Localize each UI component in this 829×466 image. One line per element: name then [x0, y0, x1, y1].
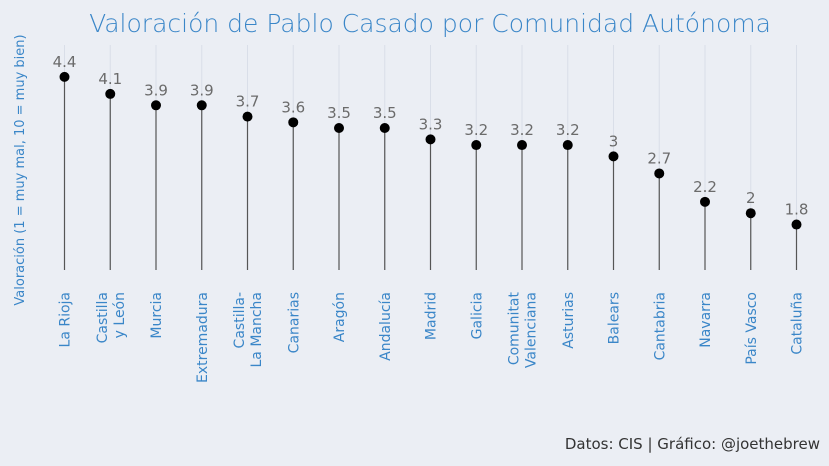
lollipop-dot	[791, 219, 802, 230]
chart-caption: Datos: CIS | Gráfico: @joethebrew	[565, 435, 820, 453]
data-label: 3.2	[510, 121, 534, 139]
x-tick-label: Andalucía	[378, 292, 394, 361]
x-tick-label: Balears	[607, 292, 623, 344]
lollipop-dot	[517, 140, 527, 151]
data-label: 3.5	[373, 104, 397, 122]
data-label: 3.9	[144, 81, 168, 99]
data-label: 1.8	[785, 201, 809, 219]
x-tick-label: Canarias	[286, 292, 302, 353]
data-label: 3.9	[190, 81, 214, 99]
lollipop-dot	[288, 117, 299, 128]
x-tick-label: Aragón	[332, 292, 348, 342]
x-tick-label: Navarra	[698, 292, 714, 348]
data-label: 2.7	[647, 149, 671, 167]
lollipop-dot	[334, 123, 344, 133]
lollipop-dot	[59, 71, 70, 82]
x-tick-label: Valenciana	[524, 292, 540, 368]
x-tick-label: Asturias	[561, 292, 577, 349]
y-axis-label: Valoración (1 = muy mal, 10 = muy bien)	[13, 34, 28, 305]
data-label: 2.2	[693, 178, 717, 196]
lollipop-dot	[196, 100, 207, 111]
x-tick-label: Cantabria	[652, 292, 668, 360]
x-tick-label: Extremadura	[195, 292, 211, 383]
data-label: 2	[746, 189, 756, 207]
data-label: 3.6	[281, 98, 305, 116]
x-tick-label: Murcia	[149, 292, 165, 339]
x-tick-label: Castilla-	[232, 292, 248, 348]
x-tick-label: Castilla	[95, 292, 111, 343]
lollipop-dot	[700, 196, 710, 207]
x-tick-label: Madrid	[424, 292, 440, 340]
x-tick-label: Galicia	[469, 292, 485, 339]
lollipop-dot	[151, 100, 161, 111]
data-label: 4.1	[98, 70, 122, 88]
x-tick-label: y León	[112, 292, 128, 338]
lollipop-dot	[745, 208, 756, 219]
x-tick-label: La Rioja	[58, 292, 74, 347]
lollipop-dot	[105, 88, 116, 99]
data-label: 3.5	[327, 104, 351, 122]
x-tick-labels: La Rioja Castilla y León Murcia Extremadura C…	[58, 291, 806, 383]
lollipop-dot	[425, 134, 436, 145]
x-tick-label: Cataluña	[790, 292, 806, 355]
x-tick-label: La Mancha	[249, 292, 265, 368]
chart-marks: 4.4 4.1 3.9 3.9 3.7 3.6 3.5 3.5 3.3 3.2 3.2 3.2 3 2.7…	[53, 53, 809, 270]
x-tick-label: Comunitat	[507, 291, 523, 365]
lollipop-dot	[654, 168, 665, 179]
x-tick-label: País Vasco	[744, 292, 760, 365]
chart-title: Valoración de Pablo Casado por Comunidad…	[89, 9, 771, 38]
data-label: 3.7	[236, 93, 260, 111]
lollipop-dot	[379, 123, 390, 133]
lollipop-dot	[562, 140, 573, 151]
data-label: 4.4	[53, 53, 77, 71]
data-label: 3.2	[464, 121, 488, 139]
data-label: 3	[609, 132, 619, 150]
data-label: 3.3	[419, 115, 443, 133]
lollipop-dot	[242, 111, 253, 122]
data-label: 3.2	[556, 121, 580, 139]
lollipop-dot	[608, 151, 619, 162]
lollipop-dot	[471, 140, 482, 151]
